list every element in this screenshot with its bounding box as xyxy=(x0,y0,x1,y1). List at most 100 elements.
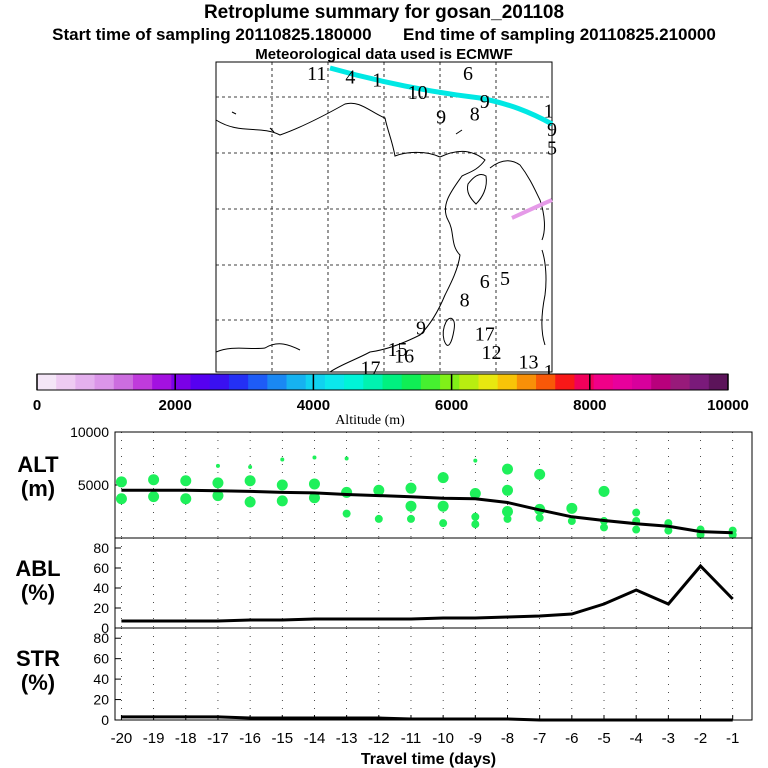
scatter-point xyxy=(308,492,320,504)
map-label: 1 xyxy=(544,100,554,122)
colorbar-swatch xyxy=(651,374,671,390)
panel-alt: 5000 10000 ALT (m) xyxy=(17,424,753,539)
scatter-point xyxy=(215,463,220,468)
scatter-point xyxy=(535,513,544,522)
colorbar-swatch xyxy=(363,374,383,390)
y-tick-label: 0 xyxy=(101,712,109,728)
y-axis-label-line: (m) xyxy=(21,476,55,501)
x-tick-label: -13 xyxy=(336,730,358,747)
x-tick-label: -10 xyxy=(432,730,454,747)
y-tick-label: 0 xyxy=(101,620,109,636)
scatter-point xyxy=(148,474,160,486)
map-label: 8 xyxy=(460,290,470,312)
trajectory-path xyxy=(329,65,554,127)
scatter-point xyxy=(276,495,288,507)
colorbar-swatch xyxy=(670,374,691,390)
map-label: 13 xyxy=(518,352,538,374)
scatter-point xyxy=(344,456,349,461)
x-tick-label: -18 xyxy=(175,730,197,747)
y-axis-label: STR (%) xyxy=(16,646,60,695)
colorbar-tick-label: 2000 xyxy=(159,397,192,414)
colorbar-swatch xyxy=(190,374,211,390)
scatter-point xyxy=(248,464,253,469)
colorbar-swatch xyxy=(228,374,249,390)
y-axis-label-line: (%) xyxy=(21,670,55,695)
x-tick-label: -17 xyxy=(207,730,229,747)
x-axis-label: Travel time (days) xyxy=(361,751,496,768)
scatter-point xyxy=(567,517,576,526)
scatter-point xyxy=(664,526,673,535)
colorbar-swatch xyxy=(440,374,460,390)
colorbar-swatch xyxy=(56,374,76,390)
panel-frame xyxy=(114,627,753,721)
series-line xyxy=(121,563,734,623)
y-tick-label: 40 xyxy=(93,580,109,596)
scatter-point xyxy=(439,519,448,528)
y-tick-label: 10000 xyxy=(70,424,109,440)
scatter-point xyxy=(437,472,449,484)
colorbar-swatch xyxy=(37,374,57,390)
y-axis-label: ABL (%) xyxy=(15,556,60,605)
sampling-times: Start time of sampling 20110825.180000 E… xyxy=(0,25,768,45)
series-line xyxy=(121,715,733,722)
map-label: 9 xyxy=(547,119,557,141)
scatter-point xyxy=(341,486,353,498)
colorbar-tick-label: 8000 xyxy=(573,397,606,414)
colorbar-swatch xyxy=(401,374,422,390)
scatter-point xyxy=(471,520,480,529)
altitude-colorbar: 0 2000 4000 6000 8000 10000 xyxy=(33,373,749,414)
colorbar-tick-label: 4000 xyxy=(297,397,330,414)
y-tick-label: 20 xyxy=(93,692,109,708)
y-tick-label: 5000 xyxy=(78,477,109,493)
map-label: 16 xyxy=(394,345,414,367)
scatter-point xyxy=(180,493,192,505)
map-label: 4 xyxy=(345,66,355,88)
scatter-point xyxy=(566,502,578,514)
y-tick-label: 80 xyxy=(93,540,109,556)
colorbar-swatch xyxy=(248,374,268,390)
colorbar-swatch xyxy=(420,374,441,390)
x-tick-label: -4 xyxy=(630,730,643,747)
panel-frame xyxy=(114,431,753,539)
colorbar-swatch xyxy=(305,374,326,390)
scatter-point xyxy=(471,512,480,521)
map-label: 1 xyxy=(544,361,554,383)
map-label: 17 xyxy=(475,324,495,346)
y-tick-label: 60 xyxy=(93,651,109,667)
map-label: 6 xyxy=(480,271,490,293)
scatter-point xyxy=(598,485,610,497)
scatter-point xyxy=(469,487,481,499)
colorbar-tick-label: 0 xyxy=(33,397,41,414)
scatter-point xyxy=(600,523,609,532)
x-tick-label: -9 xyxy=(469,730,482,747)
end-label: End time of sampling xyxy=(403,25,575,44)
scatter-point xyxy=(342,509,351,518)
trajectory-path-upper xyxy=(511,198,553,220)
colorbar-swatch xyxy=(324,374,345,390)
colorbar-swatch xyxy=(132,374,153,390)
map-label: 6 xyxy=(463,63,473,85)
y-axis-label-line: ABL xyxy=(15,556,60,581)
start-value: 20110825.180000 xyxy=(235,25,372,44)
x-tick-label: -8 xyxy=(501,730,514,747)
scatter-point xyxy=(244,475,256,487)
colorbar-label: Altitude (m) xyxy=(335,413,405,428)
map-label: 9 xyxy=(480,91,490,113)
map-label: 9 xyxy=(436,107,446,129)
map-label: 8 xyxy=(470,104,480,126)
series-line xyxy=(121,488,733,535)
scatter-point xyxy=(501,506,513,517)
colorbar-swatch xyxy=(536,374,556,390)
colorbar-swatch xyxy=(459,374,479,390)
scatter-point xyxy=(212,477,224,489)
colorbar-swatch xyxy=(612,374,633,390)
map-frame xyxy=(215,61,553,373)
scatter-point xyxy=(115,493,127,505)
y-axis-label-line: ALT xyxy=(17,452,59,477)
x-tick-label: -19 xyxy=(143,730,165,747)
scatter-point xyxy=(501,463,513,475)
x-tick-label: -2 xyxy=(694,730,707,747)
map-label: 1 xyxy=(372,69,382,91)
scatter-point xyxy=(115,476,127,488)
